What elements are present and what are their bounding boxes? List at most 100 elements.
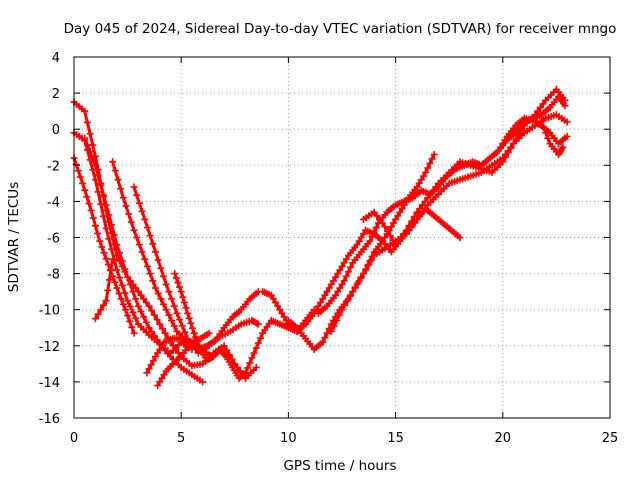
data-point-marker [244,364,252,372]
data-point-marker [430,150,438,158]
data-point-marker [157,295,165,303]
data-point-marker [544,134,552,142]
data-point-marker [135,241,143,249]
data-point-marker [398,205,406,213]
data-point-marker [108,245,116,253]
data-point-marker [158,374,166,382]
data-point-marker [156,345,164,353]
data-point-marker [422,169,430,177]
data-point-marker [149,277,157,285]
data-point-marker [205,329,213,337]
data-point-marker [321,291,329,299]
data-point-marker [355,237,363,245]
series-pass-17 [537,118,567,158]
data-point-marker [119,300,127,308]
data-point-marker [366,237,374,245]
data-point-marker [115,289,123,297]
series-pass-8 [143,288,262,377]
data-point-marker [146,232,154,240]
series-pass-2 [70,129,196,357]
data-point-marker [142,318,150,326]
data-point-marker [325,284,333,292]
data-point-marker [418,201,426,209]
data-point-marker [368,233,376,241]
data-point-marker [156,320,164,328]
data-point-marker [99,301,107,309]
data-point-marker [118,281,126,289]
data-point-marker [341,301,349,309]
data-point-marker [367,256,375,264]
data-point-marker [192,333,200,341]
data-point-marker [174,279,182,287]
data-series-layer [70,85,571,390]
data-point-marker [151,353,159,361]
data-point-marker [351,283,359,291]
data-point-marker [132,314,140,322]
data-point-marker [349,288,357,296]
data-point-marker [130,329,138,337]
data-point-marker [99,191,107,199]
data-point-marker [497,143,505,151]
data-point-marker [128,323,136,331]
data-point-marker [335,311,343,319]
data-point-marker [107,266,115,274]
data-point-marker [129,308,137,316]
data-point-marker [177,288,185,296]
data-point-marker [563,118,571,126]
data-point-marker [426,159,434,167]
data-point-marker [114,176,122,184]
data-point-marker [83,193,91,201]
data-point-marker [400,230,408,238]
x-tick-label: 15 [387,431,404,446]
data-point-marker [408,217,416,225]
data-point-marker [274,302,282,310]
x-tick-label: 10 [280,431,297,446]
data-point-marker [344,268,352,276]
data-point-marker [141,215,149,223]
data-point-marker [334,270,342,278]
data-point-marker [223,346,231,354]
data-point-marker [195,341,203,349]
data-point-marker [559,143,567,151]
data-point-marker [396,208,404,216]
data-point-marker [86,130,94,138]
data-point-marker [125,210,133,218]
data-point-marker [154,289,162,297]
data-point-marker [370,228,378,236]
series-line [262,207,461,333]
x-axis-label: GPS time / hours [283,458,396,474]
data-point-marker [145,365,153,373]
data-point-marker [347,263,355,271]
data-point-marker [188,324,196,332]
data-point-marker [111,167,119,175]
data-point-marker [190,329,198,337]
series-pass-5 [91,255,117,323]
data-point-marker [181,328,189,336]
data-point-marker [168,317,176,325]
data-point-marker [129,288,137,296]
data-point-marker [319,295,327,303]
data-point-marker [504,149,512,157]
data-point-marker [321,334,329,342]
data-point-marker [248,354,256,362]
data-point-marker [104,286,112,294]
data-point-marker [126,317,134,325]
data-point-marker [397,234,405,241]
data-point-marker [419,172,427,180]
y-tick-label: -16 [39,412,60,427]
data-point-marker [342,255,350,263]
data-point-marker [536,104,544,112]
data-point-marker [319,338,327,346]
data-point-marker [327,327,335,335]
data-point-marker [87,206,95,214]
data-point-marker [236,367,244,375]
data-point-marker [410,213,418,221]
data-point-marker [117,185,125,193]
data-point-marker [376,215,384,223]
y-tick-label: -6 [47,232,60,247]
data-point-marker [118,257,126,265]
data-point-marker [179,293,187,301]
data-point-marker [147,361,155,369]
data-point-marker [373,212,381,220]
